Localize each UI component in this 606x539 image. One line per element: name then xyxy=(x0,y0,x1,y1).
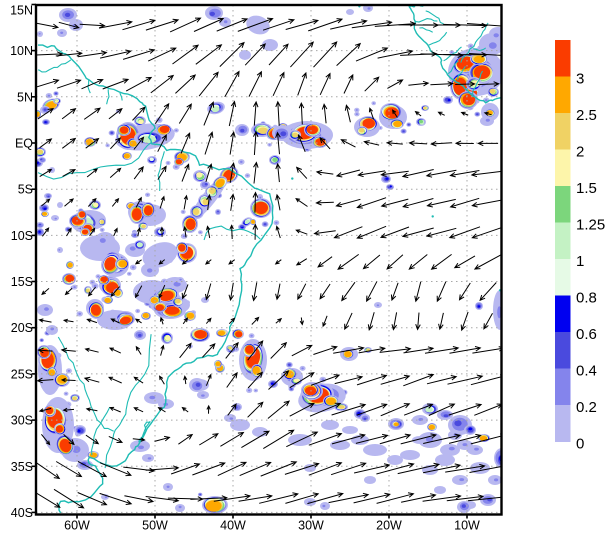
svg-text:5S: 5S xyxy=(18,183,33,197)
svg-text:2: 2 xyxy=(576,144,584,161)
svg-text:25S: 25S xyxy=(11,367,33,381)
svg-text:40W: 40W xyxy=(220,519,246,533)
svg-text:0.8: 0.8 xyxy=(576,290,597,307)
svg-text:30S: 30S xyxy=(11,414,33,428)
svg-text:20S: 20S xyxy=(11,321,33,335)
svg-text:10W: 10W xyxy=(454,519,480,533)
svg-text:2.5: 2.5 xyxy=(576,107,597,124)
svg-text:20W: 20W xyxy=(376,519,402,533)
svg-text:0.6: 0.6 xyxy=(576,326,597,343)
svg-text:0.4: 0.4 xyxy=(576,363,597,380)
svg-text:0: 0 xyxy=(576,436,584,453)
svg-text:5N: 5N xyxy=(17,90,33,104)
svg-text:EQ: EQ xyxy=(15,137,33,151)
svg-text:60W: 60W xyxy=(64,519,90,533)
svg-text:15N: 15N xyxy=(10,4,33,18)
svg-text:10N: 10N xyxy=(10,44,33,58)
svg-text:0.2: 0.2 xyxy=(576,399,597,416)
svg-text:40S: 40S xyxy=(11,506,33,520)
svg-text:1: 1 xyxy=(576,253,584,270)
svg-text:1.25: 1.25 xyxy=(576,217,605,234)
svg-text:30W: 30W xyxy=(298,519,324,533)
svg-text:15S: 15S xyxy=(11,275,33,289)
svg-text:35S: 35S xyxy=(11,460,33,474)
svg-text:10S: 10S xyxy=(11,229,33,243)
svg-text:3: 3 xyxy=(576,71,584,88)
svg-text:50W: 50W xyxy=(142,519,168,533)
svg-text:1.5: 1.5 xyxy=(576,180,597,197)
